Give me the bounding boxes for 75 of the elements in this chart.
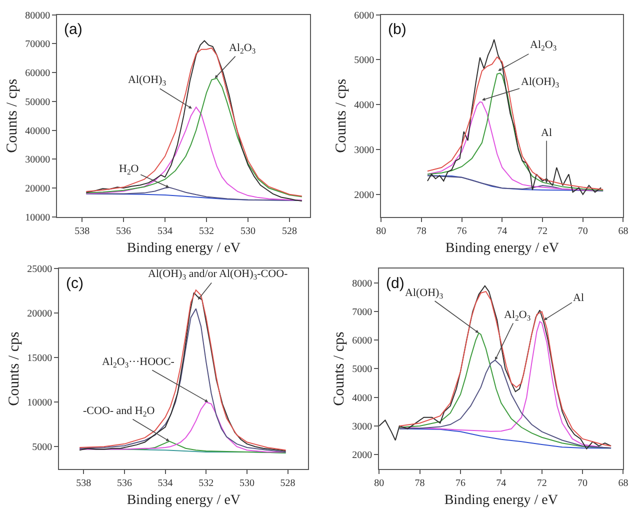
y-tick-label: 70000	[25, 39, 50, 50]
x-tick-label: 76	[456, 226, 467, 237]
chart-title: (b)	[388, 21, 406, 38]
annotation: Al(OH)$_{3}$ and/or Al(OH)$_{3}$-COO-	[148, 268, 288, 282]
y-tick-label: 20000	[27, 308, 52, 320]
x-tick-label: 74	[497, 226, 508, 237]
y-axis-title: Counts / cps	[6, 332, 22, 406]
x-tick-label: 80	[376, 226, 386, 237]
y-axis-title: Counts / cps	[4, 78, 20, 153]
y-axis-title: Counts / cps	[333, 78, 350, 153]
x-tick-label: 536	[116, 226, 132, 237]
y-axis-title: Counts / cps	[331, 332, 348, 406]
x-tick-label: 536	[116, 478, 132, 489]
annotation: Al	[541, 127, 552, 139]
y-tick-label: 40000	[25, 126, 50, 137]
annotation: Al(OH)$_{3}$	[405, 287, 444, 300]
x-tick-label: 78	[414, 478, 425, 489]
annotation: -COO- and H$_{2}$O	[83, 405, 155, 418]
x-tick-label: 76	[455, 478, 466, 489]
chart-title: (a)	[64, 21, 82, 38]
x-tick-label: 538	[74, 226, 90, 237]
y-tick-label: 2000	[352, 450, 372, 462]
x-tick-label: 534	[158, 226, 173, 237]
x-tick-label: 530	[240, 226, 256, 237]
y-tick-label: 60000	[25, 68, 50, 80]
x-tick-label: 528	[280, 478, 296, 489]
y-tick-label: 3000	[354, 145, 374, 156]
y-tick-label: 15000	[27, 353, 52, 364]
annotation: H$_{2}$O	[119, 163, 139, 176]
x-tick-label: 534	[158, 478, 173, 489]
x-tick-label: 74	[496, 478, 506, 489]
y-tick-label: 6000	[352, 336, 372, 347]
x-tick-label: 70	[578, 478, 588, 489]
annotation: Al	[573, 292, 584, 304]
x-axis-title: Binding energy / eV	[445, 241, 559, 256]
x-tick-label: 528	[282, 226, 297, 237]
annotation: Al$_{2}$O$_{3}$	[229, 42, 256, 56]
x-tick-label: 72	[538, 226, 548, 237]
y-tick-label: 30000	[25, 154, 50, 166]
y-tick-label: 5000	[32, 442, 52, 454]
chart-title: (c)	[66, 275, 84, 292]
y-tick-label: 10000	[25, 212, 50, 224]
x-axis-title: Binding energy / eV	[444, 493, 558, 508]
y-tick-label: 80000	[25, 10, 50, 22]
annotation: Al(OH)$_{3}$	[521, 76, 560, 90]
annotation: Al$_{2}$O$_{3}$···HOOC-	[102, 356, 175, 370]
y-tick-label: 20000	[25, 184, 50, 195]
y-tick-label: 5000	[354, 55, 374, 66]
x-tick-label: 530	[239, 478, 254, 489]
annotation: Al(OH)$_{3}$	[128, 74, 166, 88]
y-tick-label: 5000	[352, 364, 372, 376]
y-tick-label: 6000	[354, 10, 374, 22]
x-axis-title: Binding energy / eV	[126, 241, 241, 256]
y-tick-label: 4000	[352, 392, 372, 404]
y-tick-label: 10000	[27, 398, 52, 409]
y-tick-label: 2000	[354, 190, 374, 201]
y-tick-label: 4000	[354, 100, 374, 112]
y-tick-label: 25000	[27, 264, 52, 276]
x-tick-label: 72	[536, 478, 547, 489]
x-tick-label: 532	[198, 226, 214, 237]
y-tick-label: 50000	[25, 96, 50, 108]
x-tick-label: 532	[198, 478, 214, 489]
x-axis-title: Binding energy / eV	[126, 493, 241, 508]
x-tick-label: 78	[416, 226, 426, 237]
x-tick-label: 80	[374, 478, 384, 489]
y-tick-label: 3000	[352, 421, 372, 432]
x-tick-label: 68	[618, 226, 628, 237]
x-tick-label: 70	[578, 226, 588, 237]
y-tick-label: 7000	[352, 307, 372, 318]
annotation: Al$_{2}$O$_{3}$	[530, 39, 557, 52]
x-tick-label: 68	[618, 478, 628, 489]
chart-title: (d)	[386, 275, 404, 292]
x-tick-label: 538	[76, 478, 92, 489]
annotation: Al$_{2}$O$_{3}$	[504, 309, 531, 322]
y-tick-label: 8000	[352, 278, 372, 290]
